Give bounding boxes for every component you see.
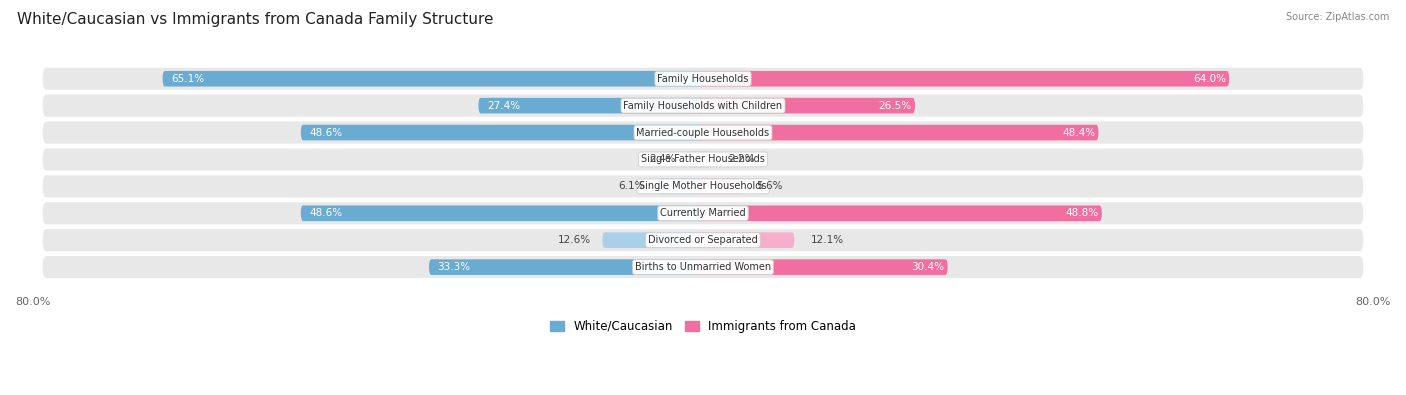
FancyBboxPatch shape bbox=[657, 179, 703, 194]
Text: 6.1%: 6.1% bbox=[619, 181, 645, 191]
FancyBboxPatch shape bbox=[697, 152, 711, 167]
Text: Source: ZipAtlas.com: Source: ZipAtlas.com bbox=[1285, 12, 1389, 22]
Text: 27.4%: 27.4% bbox=[486, 101, 520, 111]
Legend: White/Caucasian, Immigrants from Canada: White/Caucasian, Immigrants from Canada bbox=[546, 315, 860, 338]
Text: 48.4%: 48.4% bbox=[1062, 128, 1095, 137]
FancyBboxPatch shape bbox=[697, 205, 1102, 221]
Text: 12.1%: 12.1% bbox=[811, 235, 844, 245]
Text: 5.6%: 5.6% bbox=[756, 181, 783, 191]
FancyBboxPatch shape bbox=[697, 98, 915, 113]
Text: Currently Married: Currently Married bbox=[661, 208, 745, 218]
Text: Family Households with Children: Family Households with Children bbox=[623, 101, 783, 111]
FancyBboxPatch shape bbox=[301, 125, 703, 140]
FancyBboxPatch shape bbox=[602, 232, 703, 248]
Text: 64.0%: 64.0% bbox=[1192, 74, 1226, 84]
FancyBboxPatch shape bbox=[42, 94, 1364, 117]
Text: 48.6%: 48.6% bbox=[309, 208, 342, 218]
FancyBboxPatch shape bbox=[697, 179, 740, 194]
FancyBboxPatch shape bbox=[697, 232, 794, 248]
FancyBboxPatch shape bbox=[42, 256, 1364, 278]
Text: 30.4%: 30.4% bbox=[911, 262, 945, 272]
Text: 26.5%: 26.5% bbox=[879, 101, 911, 111]
Text: 2.2%: 2.2% bbox=[728, 154, 755, 164]
FancyBboxPatch shape bbox=[301, 205, 703, 221]
Text: Divorced or Separated: Divorced or Separated bbox=[648, 235, 758, 245]
Text: 48.8%: 48.8% bbox=[1066, 208, 1098, 218]
Text: 48.6%: 48.6% bbox=[309, 128, 342, 137]
FancyBboxPatch shape bbox=[697, 259, 948, 275]
FancyBboxPatch shape bbox=[42, 149, 1364, 171]
Text: Single Father Households: Single Father Households bbox=[641, 154, 765, 164]
FancyBboxPatch shape bbox=[163, 71, 703, 87]
Text: 2.4%: 2.4% bbox=[650, 154, 676, 164]
Text: 65.1%: 65.1% bbox=[172, 74, 204, 84]
FancyBboxPatch shape bbox=[688, 152, 703, 167]
FancyBboxPatch shape bbox=[42, 175, 1364, 198]
FancyBboxPatch shape bbox=[42, 202, 1364, 224]
Text: White/Caucasian vs Immigrants from Canada Family Structure: White/Caucasian vs Immigrants from Canad… bbox=[17, 12, 494, 27]
Text: Single Mother Households: Single Mother Households bbox=[640, 181, 766, 191]
Text: 12.6%: 12.6% bbox=[558, 235, 591, 245]
Text: Family Households: Family Households bbox=[658, 74, 748, 84]
FancyBboxPatch shape bbox=[42, 229, 1364, 251]
FancyBboxPatch shape bbox=[42, 122, 1364, 144]
FancyBboxPatch shape bbox=[697, 71, 1229, 87]
Text: Married-couple Households: Married-couple Households bbox=[637, 128, 769, 137]
FancyBboxPatch shape bbox=[478, 98, 703, 113]
Text: Births to Unmarried Women: Births to Unmarried Women bbox=[636, 262, 770, 272]
FancyBboxPatch shape bbox=[42, 68, 1364, 90]
Text: 33.3%: 33.3% bbox=[437, 262, 471, 272]
FancyBboxPatch shape bbox=[697, 125, 1098, 140]
FancyBboxPatch shape bbox=[429, 259, 703, 275]
